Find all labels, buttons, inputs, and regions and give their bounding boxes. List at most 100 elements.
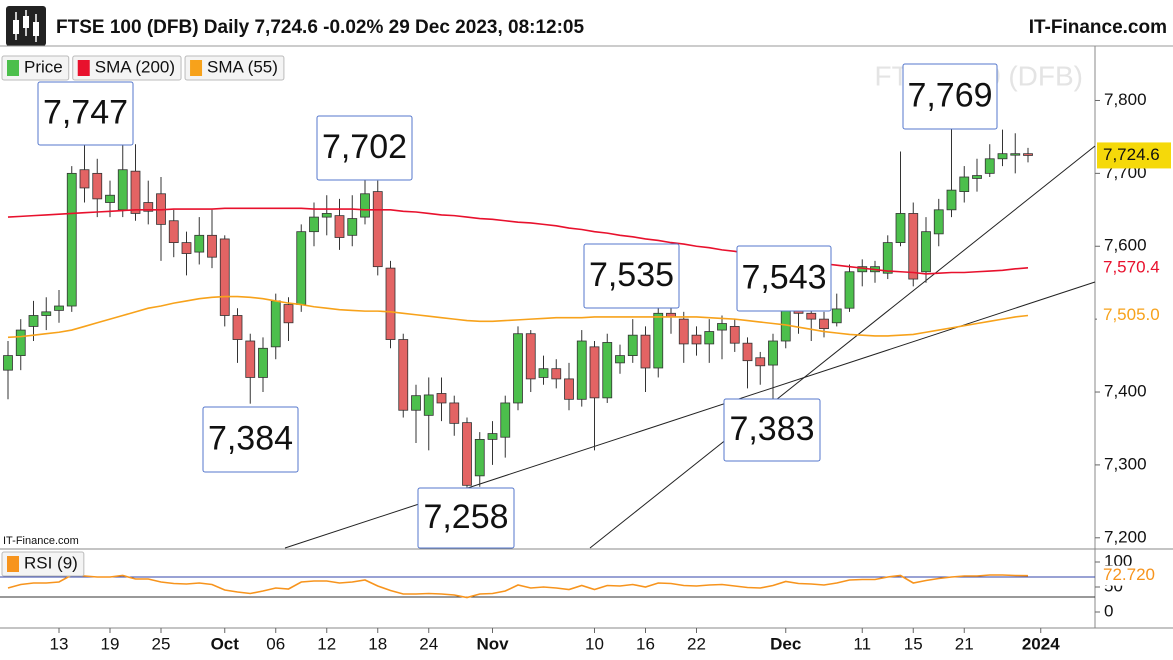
annotation: 7,383 bbox=[729, 410, 814, 448]
annotation-box bbox=[583, 243, 680, 309]
candle-body bbox=[28, 315, 39, 327]
candle-body bbox=[538, 368, 549, 378]
candle-body bbox=[92, 172, 103, 200]
y-tick-label: 7,300 bbox=[1104, 454, 1147, 473]
x-tick-label: 2024 bbox=[1022, 634, 1060, 653]
candle-body bbox=[181, 242, 192, 254]
candle-body bbox=[474, 438, 485, 477]
candle-body bbox=[219, 238, 230, 316]
legend-swatch bbox=[190, 60, 203, 76]
candle-body bbox=[360, 193, 370, 218]
annotation-box bbox=[736, 245, 832, 312]
candle-body bbox=[283, 304, 294, 324]
candle-body bbox=[168, 220, 179, 244]
candle-body bbox=[66, 172, 77, 307]
candle-body bbox=[500, 402, 511, 438]
x-tick-label: 12 bbox=[317, 634, 336, 653]
candle-body bbox=[615, 355, 625, 364]
legend-swatch bbox=[7, 60, 19, 76]
last-price-label: 7,724.6 bbox=[1103, 145, 1160, 164]
candle-body bbox=[54, 305, 64, 311]
candle-body bbox=[806, 312, 817, 320]
legend-label: SMA (55) bbox=[207, 57, 278, 76]
x-tick-label: 16 bbox=[636, 634, 655, 653]
candle-body bbox=[882, 242, 893, 274]
candle-body bbox=[232, 315, 243, 340]
candle-body bbox=[321, 213, 332, 218]
candle-body bbox=[895, 213, 906, 244]
candle-body bbox=[1023, 153, 1033, 156]
x-tick-label: Nov bbox=[476, 634, 509, 653]
annotation-box bbox=[723, 398, 821, 462]
candle-body bbox=[347, 218, 358, 236]
candle-body bbox=[130, 170, 141, 214]
candle-body bbox=[1010, 153, 1021, 156]
candle-body bbox=[513, 333, 523, 404]
candle-body bbox=[972, 175, 982, 179]
candle-body bbox=[462, 422, 472, 486]
annotation-box bbox=[417, 487, 515, 549]
candle-body bbox=[819, 318, 829, 330]
candle-body bbox=[487, 433, 498, 440]
candle-body bbox=[15, 329, 26, 356]
candle-body bbox=[551, 368, 562, 380]
series-value-label-bg bbox=[1097, 254, 1171, 281]
candle-body bbox=[908, 213, 919, 280]
y-tick-label: 7,800 bbox=[1104, 90, 1147, 109]
x-tick-label: 11 bbox=[853, 634, 871, 653]
candle-body bbox=[576, 340, 587, 400]
candle-body bbox=[627, 334, 638, 356]
annotation-box bbox=[316, 115, 413, 181]
candle-body bbox=[436, 393, 447, 404]
candle-body bbox=[372, 191, 383, 268]
rsi-value-label: 72.720 bbox=[1103, 565, 1155, 584]
y-tick-label: 7,400 bbox=[1104, 382, 1147, 401]
candle-body bbox=[194, 234, 205, 253]
x-tick-label: 25 bbox=[152, 634, 171, 653]
candle-body bbox=[309, 216, 319, 233]
x-tick-label: 13 bbox=[50, 634, 69, 653]
candle-body bbox=[117, 169, 128, 211]
candle-body bbox=[691, 334, 702, 345]
candle-body bbox=[640, 334, 651, 369]
candle-body bbox=[678, 318, 689, 345]
candle-body bbox=[933, 209, 944, 235]
annotation: 7,535 bbox=[589, 256, 674, 294]
legend-item bbox=[72, 55, 182, 81]
x-tick-label: Dec bbox=[770, 634, 801, 653]
annotation: 7,543 bbox=[741, 258, 826, 296]
chart-title: FTSE 100 (DFB) Daily 7,724.6 -0.02% 29 D… bbox=[56, 17, 584, 38]
series-value-label: 7,570.4 bbox=[1103, 257, 1160, 276]
annotation-box bbox=[202, 406, 299, 473]
x-tick-label: 18 bbox=[368, 634, 387, 653]
line bbox=[7, 295, 1029, 339]
x-tick-label: 22 bbox=[687, 634, 706, 653]
candle-body bbox=[449, 402, 460, 424]
x-tick-label: 15 bbox=[904, 634, 923, 653]
candle-body bbox=[653, 312, 664, 369]
legend-item bbox=[184, 55, 285, 81]
annotation-box bbox=[37, 81, 134, 146]
series-value-label-bg bbox=[1097, 302, 1171, 329]
legend-label: Price bbox=[24, 57, 63, 76]
legend-swatch bbox=[77, 60, 90, 76]
candle-body bbox=[143, 202, 154, 212]
y-tick-label: 0 bbox=[1104, 601, 1113, 620]
candle-body bbox=[41, 311, 52, 316]
annotation: 7,258 bbox=[423, 498, 508, 536]
legend-label: RSI (9) bbox=[24, 553, 78, 572]
annotation: 7,384 bbox=[208, 419, 293, 457]
x-tick-label: Oct bbox=[211, 634, 240, 653]
candle-body bbox=[398, 339, 409, 411]
candle-body bbox=[755, 357, 766, 367]
candle-body bbox=[258, 347, 268, 378]
candle-body bbox=[717, 323, 727, 331]
legend-item bbox=[1, 551, 85, 577]
candle-body bbox=[729, 326, 740, 344]
last-price-label-bg bbox=[1097, 142, 1171, 169]
source: IT-Finance.com bbox=[1029, 17, 1167, 38]
annotation: 7,769 bbox=[907, 76, 992, 114]
x-tick-label: 19 bbox=[101, 634, 120, 653]
